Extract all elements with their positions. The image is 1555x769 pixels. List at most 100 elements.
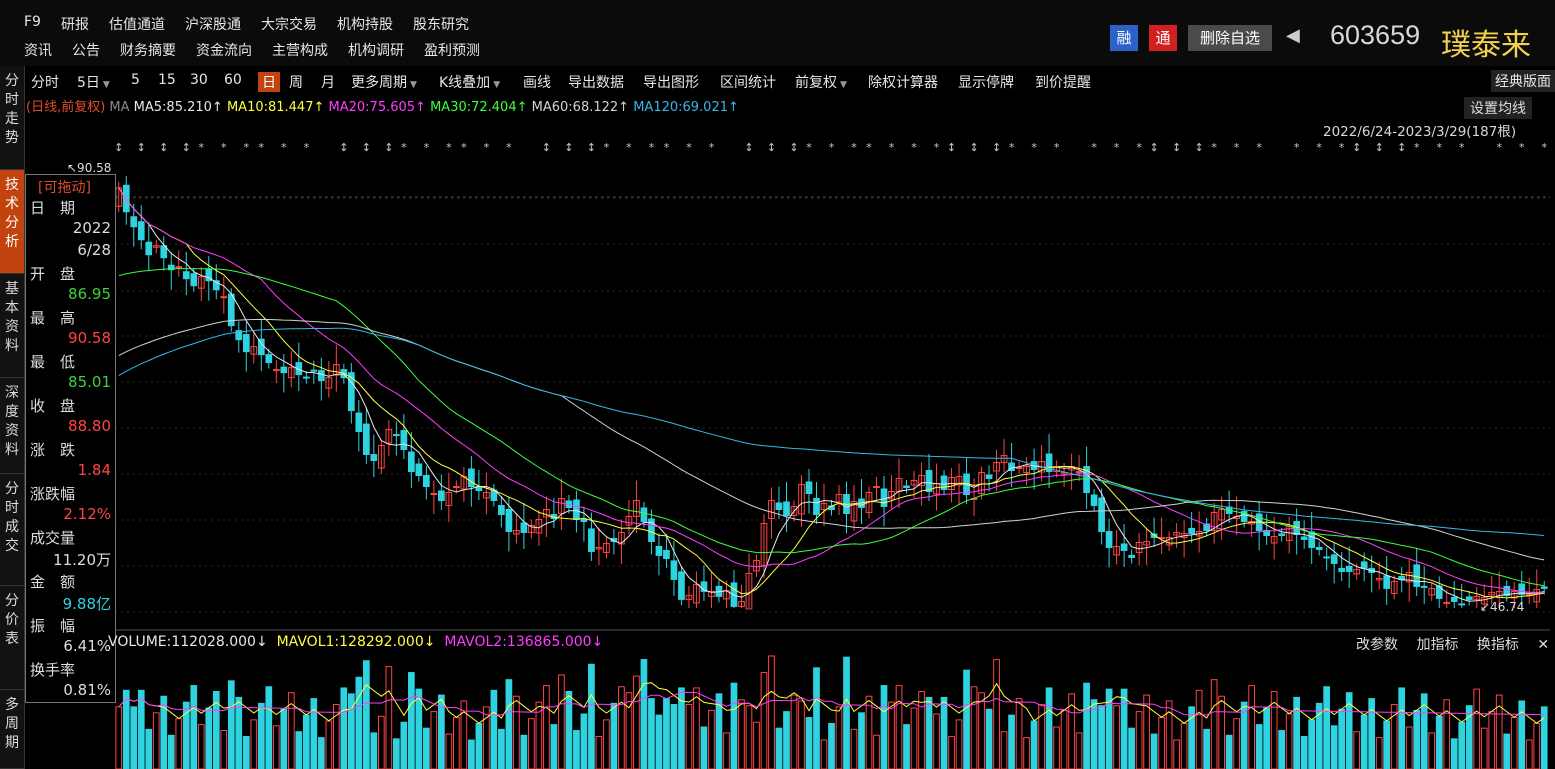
candle-body: [790, 505, 798, 516]
candle-body: [1533, 588, 1541, 603]
drag-hint[interactable]: [可拖动]: [38, 180, 91, 196]
top-menu-item[interactable]: 主营构成: [272, 43, 328, 59]
toolbar-item[interactable]: 更多周期 ▼: [351, 72, 417, 92]
candle-body: [490, 489, 498, 501]
ma60-line: [118, 318, 1545, 561]
volume-bar: [588, 663, 595, 769]
candle-body: [1338, 567, 1346, 572]
connect-badge[interactable]: 通: [1149, 25, 1177, 51]
toolbar-item[interactable]: 画线: [523, 72, 551, 92]
sidebar-item[interactable]: 分时成交: [0, 474, 24, 586]
candle-body: [1300, 536, 1308, 540]
toolbar-item[interactable]: 日: [258, 72, 280, 92]
left-arrow-icon[interactable]: ◀: [1286, 25, 1300, 46]
top-menu-item[interactable]: 机构调研: [348, 43, 404, 59]
candle-body: [753, 559, 760, 572]
classic-layout-button[interactable]: 经典版面: [1491, 70, 1555, 92]
toolbar-item[interactable]: 除权计算器: [868, 72, 938, 92]
top-menu-item[interactable]: 财务摘要: [120, 43, 176, 59]
sidebar-item[interactable]: 分时走势: [0, 66, 24, 170]
left-sidebar: 分时走势技术分析基本资料深度资料分时成交分价表多周期: [0, 66, 25, 769]
top-menu-item[interactable]: 沪深股通: [184, 17, 241, 33]
chart-toolbar: 经典版面 分时 5日 ▼ 5 15 30 60 日周月更多周期 ▼ K线叠加 ▼ 画线 导出数据 导出图形…: [25, 70, 1555, 94]
event-marker-icon: ↕: [1352, 141, 1361, 154]
event-marker-icon: ↕: [587, 141, 596, 154]
top-menu-item[interactable]: 机构持股: [336, 17, 393, 33]
volume-bar: [933, 713, 940, 769]
candle-body: [1323, 556, 1331, 559]
event-marker-icon: *: [1459, 141, 1465, 154]
event-marker-icon: *: [1211, 141, 1217, 154]
volume-bar: [558, 674, 565, 769]
sidebar-item[interactable]: 基本资料: [0, 274, 24, 378]
top-menu-item[interactable]: F9: [24, 14, 41, 30]
event-marker-icon: *: [281, 141, 287, 154]
toolbar-item[interactable]: 60: [224, 72, 242, 88]
volume-bar: [738, 699, 745, 769]
toolbar-item[interactable]: 显示停牌: [958, 72, 1014, 92]
toolbar-item-label: 导出数据: [568, 75, 624, 91]
top-menu-item[interactable]: 公告: [72, 43, 100, 59]
edit-params-button[interactable]: 改参数: [1356, 637, 1398, 653]
top-menu-item[interactable]: 资金流向: [196, 43, 252, 59]
volume-bar: [1428, 732, 1436, 769]
candle-body: [993, 462, 1000, 472]
volume-bar: [850, 728, 858, 769]
toolbar-item[interactable]: 5: [131, 72, 140, 88]
volume-bar: [1075, 732, 1083, 769]
volume-bar: [1435, 715, 1443, 769]
candle-body: [558, 498, 565, 514]
top-menu-item[interactable]: 研报: [60, 17, 89, 33]
volume-bar: [490, 689, 498, 769]
top-menu-item[interactable]: 大宗交易: [260, 17, 317, 33]
remove-favorite-button[interactable]: 删除自选: [1188, 25, 1272, 51]
volume-bar: [550, 724, 558, 769]
volume-bar: [1450, 738, 1458, 769]
volume-bar: [813, 667, 820, 769]
candle-body: [520, 522, 528, 533]
volume-bar: [1030, 720, 1038, 769]
amount-value: 9.88亿: [62, 595, 111, 613]
candle-body: [918, 475, 925, 487]
candle-body: [573, 499, 580, 520]
stock-code: 603659: [1330, 20, 1421, 50]
bar-info-panel[interactable]: [可拖动] 日 期 2022 6/28 开 盘 86.95 最 高 90.58 …: [25, 174, 116, 703]
close-icon[interactable]: ✕: [1537, 637, 1550, 653]
volume-bar: [1053, 726, 1060, 769]
volume-bar: [1323, 686, 1331, 769]
event-marker-icon: *: [1256, 141, 1262, 154]
top-menu-item[interactable]: 估值通道: [108, 17, 165, 33]
toolbar-item[interactable]: 前复权 ▼: [795, 72, 847, 92]
sidebar-item[interactable]: 技术分析: [0, 170, 24, 274]
volume-bar: [423, 727, 430, 769]
set-ma-button[interactable]: 设置均线: [1464, 97, 1532, 119]
sidebar-item[interactable]: 多周期: [0, 690, 24, 769]
candle-body: [910, 480, 918, 486]
change-indicator-button[interactable]: 换指标: [1476, 637, 1519, 653]
top-menu-item[interactable]: 资讯: [24, 43, 52, 59]
sidebar-item[interactable]: 深度资料: [0, 378, 24, 474]
margin-trading-badge[interactable]: 融: [1110, 25, 1138, 51]
volume-bar: [1308, 719, 1316, 769]
toolbar-item[interactable]: 周: [289, 72, 303, 92]
top-menu-item[interactable]: 股东研究: [412, 17, 469, 33]
toolbar-item[interactable]: 区间统计: [720, 72, 776, 92]
add-indicator-button[interactable]: 加指标: [1416, 637, 1459, 653]
toolbar-item[interactable]: 导出图形: [643, 72, 699, 92]
volume-bar: [805, 717, 813, 769]
sidebar-item[interactable]: 分价表: [0, 586, 24, 690]
toolbar-item[interactable]: 分时: [31, 72, 59, 92]
toolbar-item[interactable]: 导出数据: [568, 72, 624, 92]
volume-bar: [1015, 698, 1023, 769]
toolbar-item[interactable]: 到价提醒: [1035, 72, 1091, 92]
volume-bar: [1413, 709, 1421, 769]
volume-bar: [445, 733, 453, 769]
event-marker-icon: *: [1496, 141, 1502, 154]
toolbar-item[interactable]: 15: [158, 72, 176, 88]
toolbar-item[interactable]: K线叠加 ▼: [439, 72, 500, 92]
kline-chart[interactable]: ↕ ↕ ↕ ↕ * * * * * * ↕ ↕ ↕ * * * * * * ↕ ↕ ↕ * * * * * * ↕ ↕ ↕ * * * * * * * ↕ ↕…: [25, 136, 1550, 769]
toolbar-item[interactable]: 5日 ▼: [77, 72, 110, 92]
toolbar-item[interactable]: 月: [321, 72, 335, 92]
top-menu-item[interactable]: 盈利预测: [424, 43, 480, 59]
toolbar-item[interactable]: 30: [190, 72, 208, 88]
